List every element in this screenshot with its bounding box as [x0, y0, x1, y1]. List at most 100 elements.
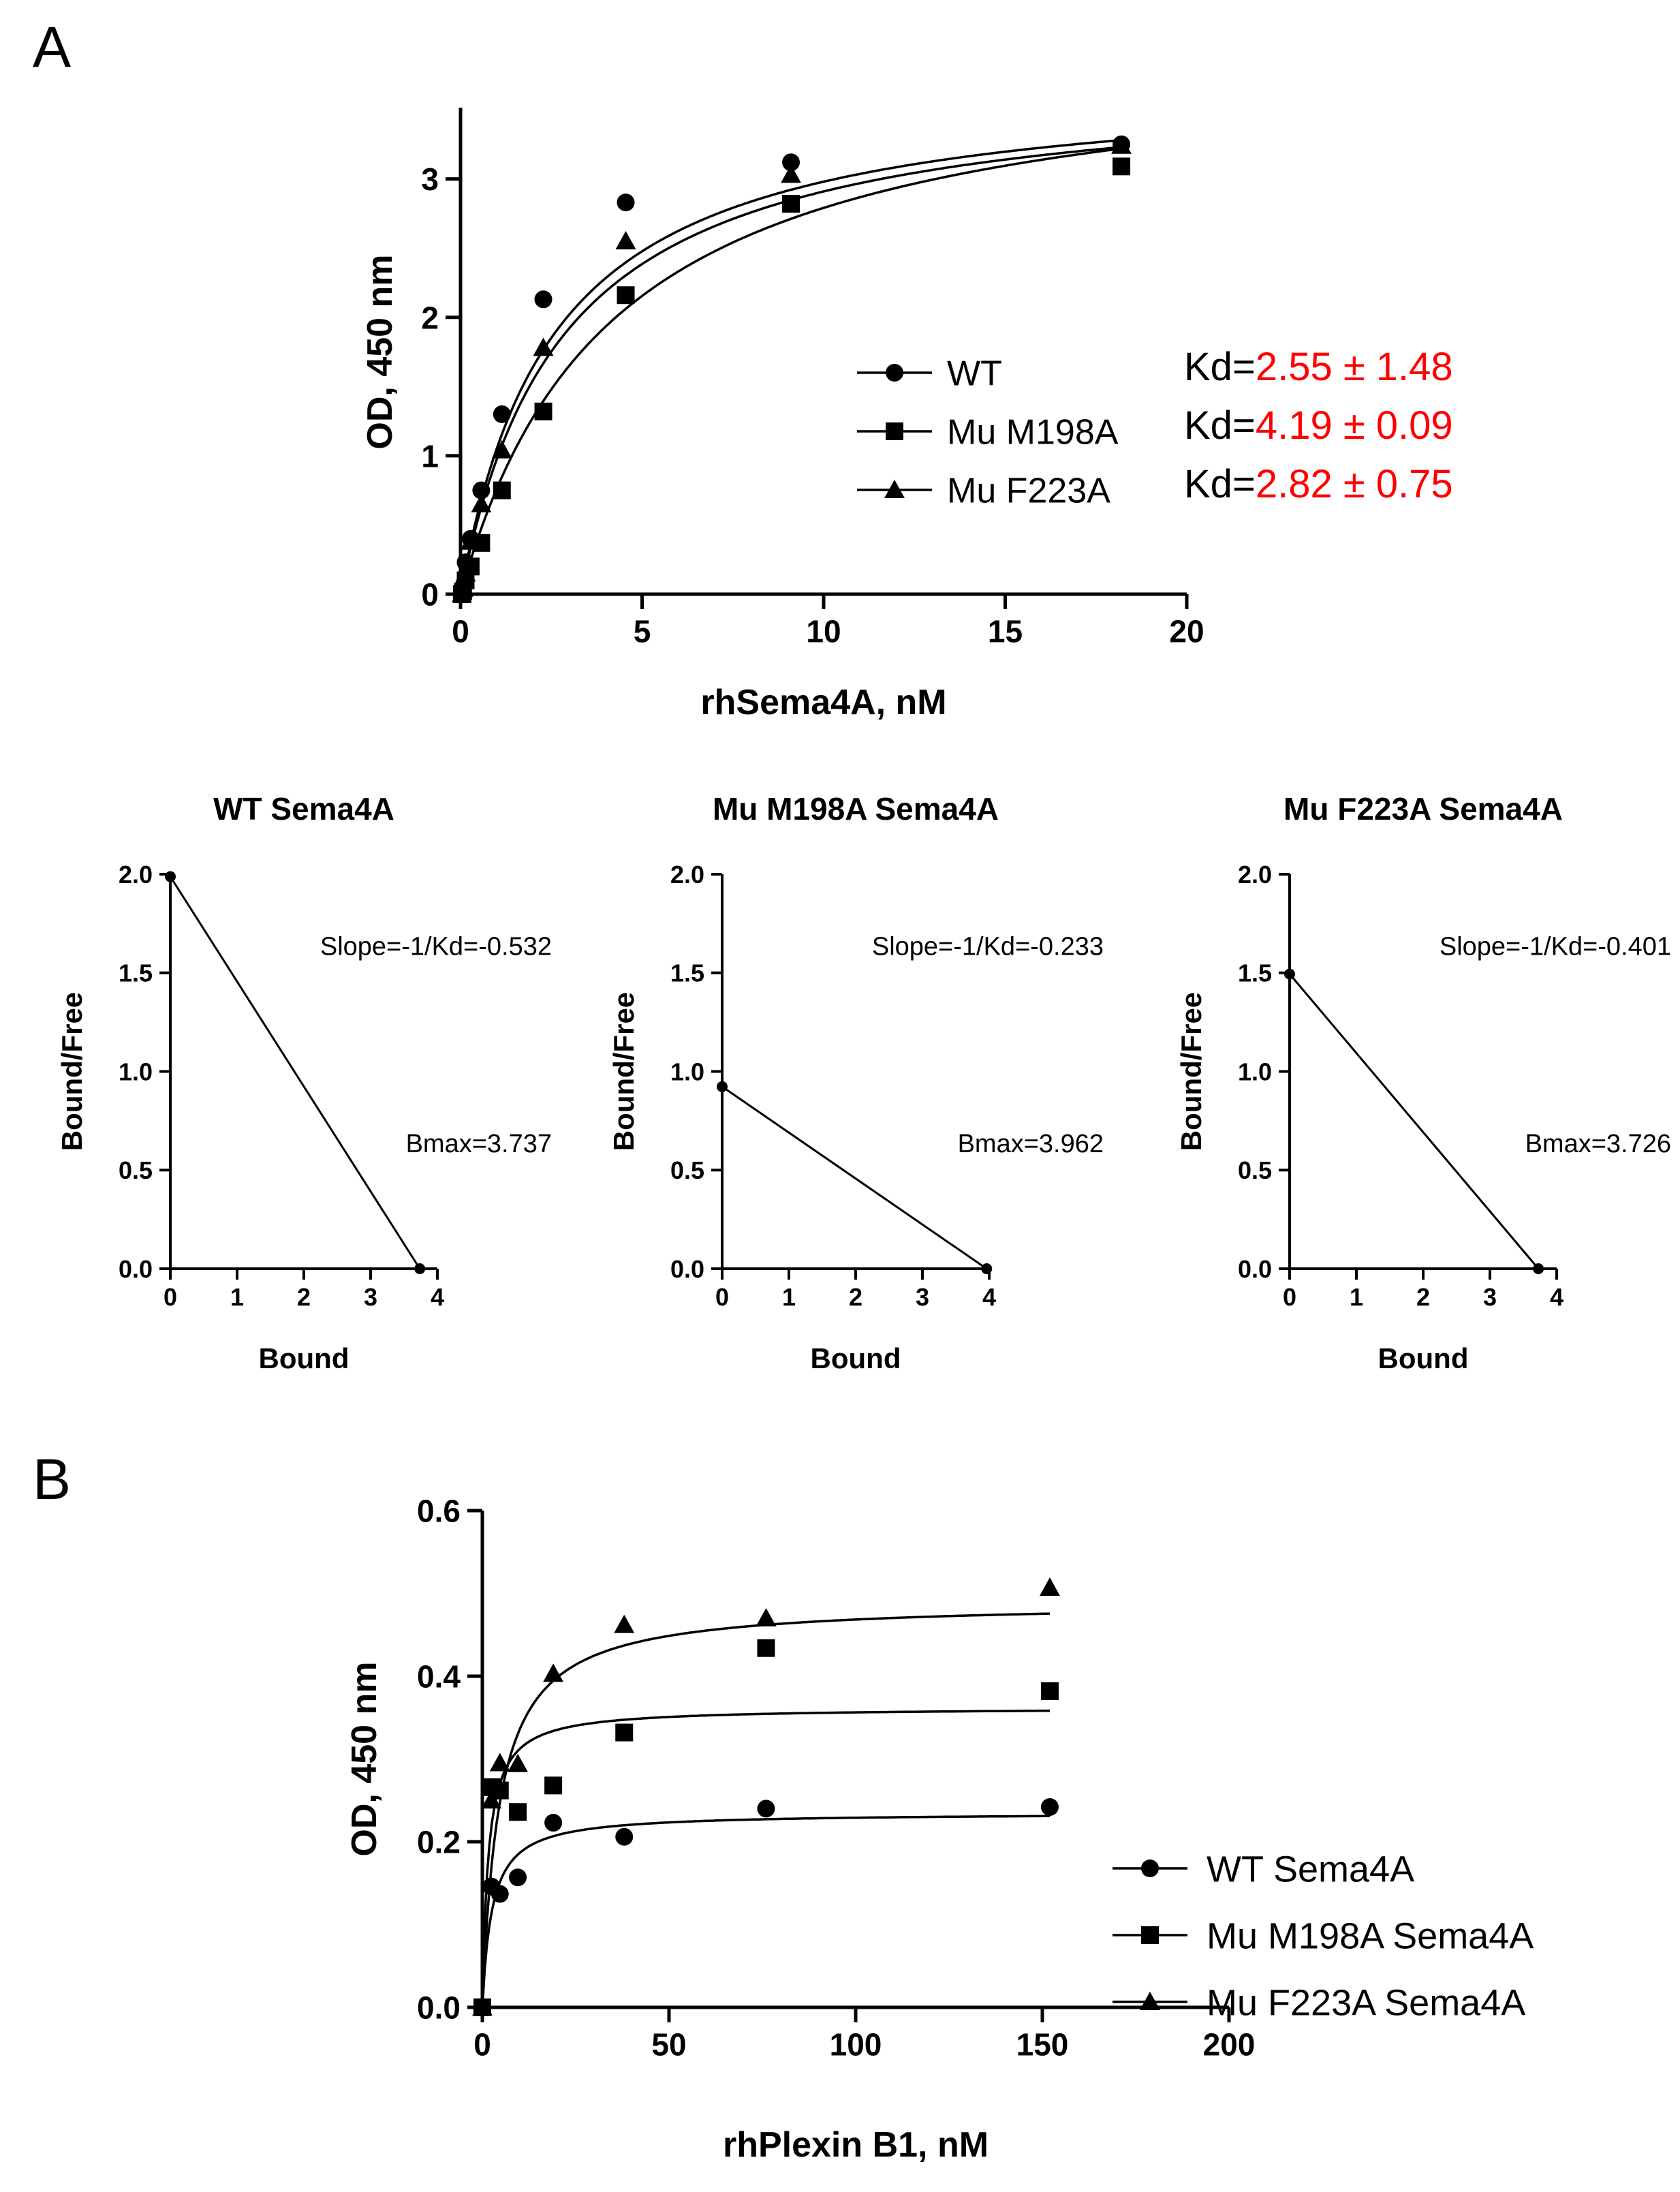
chart-b-y-tick-label: 0.0 — [417, 1990, 461, 2026]
chart-m198a-y-tick-label: 0.5 — [670, 1156, 704, 1184]
chart-a-fit-curve-1 — [459, 138, 1122, 595]
chart-a-y-axis-label: OD, 450 nm — [360, 254, 400, 449]
chart-f223a-y-axis-label: Bound/Free — [1175, 992, 1207, 1151]
chart-b-x-tick-label: 100 — [830, 2026, 882, 2062]
chart-a-point-circle — [493, 405, 511, 423]
chart-m198a-x-tick-label: 2 — [849, 1283, 862, 1311]
chart-wt-y-tick-label: 2.0 — [119, 861, 153, 889]
kd-prefix: Kd= — [1184, 462, 1256, 506]
chart-a-point-triangle — [455, 563, 476, 582]
chart-b-legend-label: WT Sema4A — [1207, 1849, 1414, 1889]
chart-a-point-triangle — [1111, 135, 1132, 154]
chart-f223a-intercept-point — [1284, 968, 1295, 980]
chart-b-point-circle — [491, 1885, 509, 1903]
chart-wt-y-tick-label: 0.0 — [119, 1255, 153, 1283]
chart-m198a-x-tick-label: 3 — [916, 1283, 929, 1311]
chart-wt-y-axis-label: Bound/Free — [56, 992, 88, 1151]
chart-f223a-y-tick-label: 2.0 — [1238, 861, 1272, 889]
chart-b-legend-label: Mu F223A Sema4A — [1207, 1982, 1525, 2023]
chart-a-x-tick-label: 5 — [634, 613, 651, 649]
chart-a-x-tick-label: 0 — [452, 613, 469, 649]
chart-m198a-x-tick-label: 1 — [782, 1283, 796, 1311]
chart-a-point-triangle — [471, 494, 492, 512]
chart-a-point-triangle — [781, 164, 801, 183]
chart-wt-intercept-point — [414, 1263, 426, 1274]
chart-wt-slope-annotation: Slope=-1/Kd=-0.532 — [320, 933, 552, 961]
chart-b-point-square — [1040, 1682, 1059, 1700]
chart-f223a-chart: 0 1 2 3 4 0.0 0.5 1.0 1.5 2.0 Bound Bound/Free Mu F2… — [1175, 791, 1671, 1374]
chart-b-legend-circle-icon — [1141, 1859, 1159, 1877]
chart-a-kd-annotation: Kd=4.19 ± 0.09 — [1184, 403, 1453, 448]
chart-m198a-y-axis-label: Bound/Free — [608, 992, 640, 1151]
chart-m198a-intercept-point — [981, 1263, 993, 1274]
chart-b-point-triangle — [489, 1753, 510, 1772]
chart-m198a-chart: 0 1 2 3 4 0.0 0.5 1.0 1.5 2.0 Bound Bound/Free Mu M1… — [608, 791, 1104, 1374]
chart-b-y-tick-label: 0.6 — [417, 1494, 461, 1529]
chart-f223a-x-tick-label: 4 — [1550, 1283, 1564, 1311]
panel-label-b: B — [33, 1447, 71, 1511]
panel-label-a: A — [33, 15, 71, 79]
chart-b-fit-curve-1 — [481, 1815, 1050, 2008]
chart-m198a-title: Mu M198A Sema4A — [713, 791, 999, 827]
chart-b-point-square — [509, 1803, 527, 1821]
chart-f223a-y-tick-label: 1.0 — [1238, 1058, 1272, 1085]
chart-wt-bmax-annotation: Bmax=3.737 — [406, 1130, 552, 1158]
chart-f223a-x-axis-label: Bound — [1378, 1342, 1469, 1374]
chart-a-legend-circle-icon — [886, 364, 903, 382]
chart-m198a-slope-annotation: Slope=-1/Kd=-0.233 — [872, 933, 1104, 961]
chart-a-x-tick-label: 10 — [806, 613, 841, 649]
chart-b-y-tick-label: 0.4 — [417, 1659, 461, 1695]
chart-b-point-square — [757, 1639, 775, 1657]
chart-a-legend-triangle-icon — [884, 480, 905, 498]
kd-value: 4.19 ± 0.09 — [1256, 403, 1453, 448]
chart-a-y-tick-label: 1 — [421, 438, 439, 474]
chart-m198a-intercept-point — [717, 1081, 728, 1092]
chart-f223a-bmax-annotation: Bmax=3.726 — [1525, 1130, 1671, 1158]
chart-b-y-tick-label: 0.2 — [417, 1825, 461, 1860]
chart-b-x-tick-label: 200 — [1203, 2026, 1256, 2062]
chart-b-point-circle — [544, 1814, 563, 1832]
chart-f223a-slope-annotation: Slope=-1/Kd=-0.401 — [1440, 933, 1671, 961]
chart-m198a-x-tick-label: 0 — [715, 1283, 729, 1311]
chart-a-point-triangle — [491, 439, 512, 459]
chart-b-point-circle — [509, 1868, 527, 1887]
chart-a-kd-annotation: Kd=2.55 ± 1.48 — [1184, 345, 1453, 389]
chart-a-chart: 0 5 10 15 20 0 1 2 3 rhSema4A, nM OD, 450 nm WT Mu M… — [360, 108, 1453, 722]
chart-f223a-x-tick-label: 1 — [1350, 1283, 1363, 1311]
chart-wt-x-tick-label: 2 — [297, 1283, 311, 1311]
chart-wt-y-tick-label: 1.5 — [119, 959, 153, 987]
chart-a-y-tick-label: 2 — [421, 300, 439, 335]
chart-a-point-square — [493, 481, 511, 499]
chart-wt-intercept-point — [165, 871, 176, 882]
chart-f223a-x-tick-label: 3 — [1483, 1283, 1497, 1311]
chart-m198a-y-tick-label: 0.0 — [670, 1255, 704, 1283]
chart-b-point-triangle — [508, 1753, 529, 1772]
chart-a-y-tick-label: 3 — [421, 161, 439, 197]
chart-m198a-y-tick-label: 1.0 — [670, 1058, 704, 1085]
chart-b-point-square — [615, 1723, 634, 1742]
chart-b-point-triangle — [543, 1663, 564, 1682]
chart-a-legend-square-icon — [886, 422, 903, 440]
chart-b-x-axis-label: rhPlexin B1, nM — [723, 2125, 989, 2165]
kd-prefix: Kd= — [1184, 345, 1256, 389]
chart-b-point-triangle — [481, 1790, 502, 1809]
chart-a-point-square — [617, 286, 635, 305]
chart-b-point-triangle — [1040, 1577, 1060, 1596]
chart-wt-x-tick-label: 1 — [230, 1283, 244, 1311]
chart-b-point-circle — [1040, 1797, 1059, 1816]
chart-a-legend-label: Mu F223A — [947, 472, 1110, 511]
chart-m198a-regression-line — [721, 1085, 988, 1270]
chart-b-point-triangle — [472, 1997, 493, 2016]
chart-m198a-bmax-annotation: Bmax=3.962 — [958, 1130, 1104, 1158]
chart-b-point-triangle — [614, 1614, 635, 1633]
chart-b-point-circle — [757, 1800, 775, 1818]
chart-a-point-square — [534, 402, 553, 420]
chart-a-x-axis-label: rhSema4A, nM — [700, 683, 946, 722]
chart-a-fit-curve-3 — [459, 146, 1122, 595]
chart-a-point-square — [1113, 157, 1131, 176]
chart-b-x-tick-label: 150 — [1016, 2026, 1069, 2062]
chart-b-legend-square-icon — [1141, 1926, 1159, 1944]
chart-f223a-y-tick-label: 0.0 — [1238, 1255, 1272, 1283]
chart-f223a-intercept-point — [1533, 1263, 1544, 1274]
